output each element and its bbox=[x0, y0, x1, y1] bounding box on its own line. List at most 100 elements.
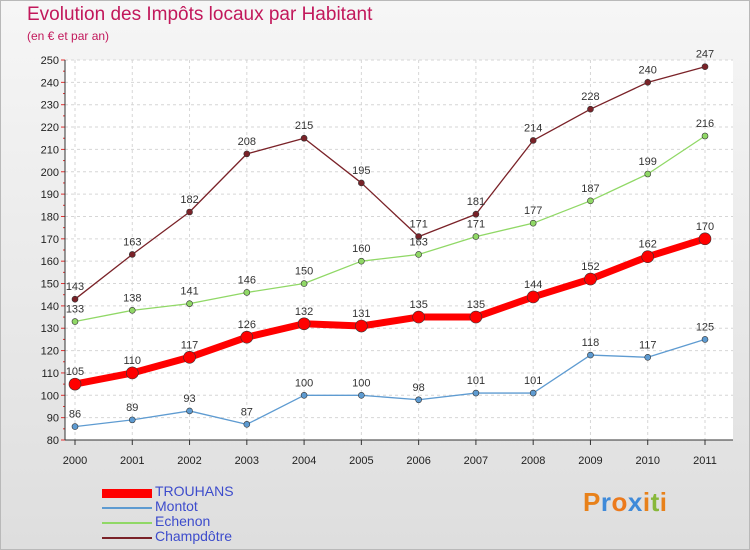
y-tick-label: 130 bbox=[41, 323, 59, 335]
data-label-trouhans: 135 bbox=[409, 299, 427, 311]
x-tick-label: 2003 bbox=[235, 455, 259, 467]
data-label-montot: 93 bbox=[183, 393, 195, 405]
data-label-champdotre: 214 bbox=[524, 122, 542, 134]
x-tick-label: 2002 bbox=[177, 455, 201, 467]
legend-label-montot: Montot bbox=[155, 498, 198, 514]
data-point-trouhans bbox=[355, 319, 368, 333]
y-tick-label: 140 bbox=[41, 301, 59, 313]
chart-title: Evolution des Impôts locaux par Habitant bbox=[27, 4, 373, 25]
data-point-montot bbox=[587, 351, 594, 359]
data-point-montot bbox=[71, 423, 79, 430]
y-tick-label: 210 bbox=[41, 144, 59, 156]
series-line-echenon bbox=[74, 135, 706, 323]
y-tick-label: 110 bbox=[41, 368, 59, 380]
data-label-montot: 101 bbox=[524, 375, 542, 387]
y-tick-label: 250 bbox=[41, 55, 59, 67]
data-point-trouhans bbox=[641, 250, 655, 264]
data-point-champdotre bbox=[300, 134, 308, 142]
data-label-montot: 118 bbox=[582, 337, 600, 349]
y-tick-label: 90 bbox=[47, 413, 59, 425]
y-tick-label: 200 bbox=[41, 167, 59, 179]
data-label-echenon: 187 bbox=[581, 183, 599, 195]
data-label-echenon: 160 bbox=[352, 243, 370, 255]
data-point-trouhans bbox=[125, 366, 139, 380]
x-tick-label: 2000 bbox=[63, 455, 87, 467]
x-tick-label: 2005 bbox=[349, 455, 373, 467]
data-point-montot bbox=[529, 389, 537, 397]
logo-letter: r bbox=[600, 487, 612, 517]
x-tick-label: 2009 bbox=[578, 455, 602, 467]
data-point-champdotre bbox=[186, 208, 193, 216]
data-label-trouhans: 162 bbox=[639, 239, 657, 251]
y-tick-label: 150 bbox=[41, 279, 59, 291]
logo-letter: x bbox=[627, 487, 643, 517]
y-tick-label: 160 bbox=[41, 256, 59, 268]
data-point-champdotre bbox=[587, 105, 594, 113]
data-label-montot: 100 bbox=[352, 377, 370, 389]
data-point-echenon bbox=[128, 307, 136, 314]
data-label-echenon: 199 bbox=[639, 156, 657, 168]
data-label-trouhans: 117 bbox=[181, 339, 199, 351]
data-label-trouhans: 110 bbox=[123, 355, 141, 367]
data-point-echenon bbox=[472, 233, 480, 240]
data-label-echenon: 177 bbox=[524, 205, 542, 217]
data-point-trouhans bbox=[68, 377, 82, 391]
data-point-champdotre bbox=[71, 295, 79, 303]
data-label-montot: 101 bbox=[467, 375, 485, 387]
data-label-trouhans: 132 bbox=[295, 306, 313, 318]
data-point-montot bbox=[358, 391, 365, 399]
logo-letter: t bbox=[650, 487, 660, 517]
proxiti-logo: Proxiti bbox=[583, 487, 667, 518]
data-label-champdotre: 247 bbox=[696, 49, 714, 61]
data-point-trouhans bbox=[297, 317, 311, 331]
data-point-echenon bbox=[644, 170, 652, 178]
data-label-echenon: 171 bbox=[467, 219, 485, 231]
data-point-echenon bbox=[415, 251, 422, 258]
x-tick-label: 2001 bbox=[120, 455, 144, 467]
data-label-trouhans: 135 bbox=[467, 299, 485, 311]
x-tick-label: 2011 bbox=[693, 455, 717, 467]
data-point-montot bbox=[243, 421, 251, 428]
y-tick-label: 220 bbox=[41, 122, 59, 134]
y-tick-label: 120 bbox=[41, 346, 59, 358]
x-tick-label: 2008 bbox=[521, 455, 545, 467]
data-label-montot: 89 bbox=[126, 402, 138, 414]
data-label-echenon: 150 bbox=[295, 266, 313, 278]
data-label-trouhans: 152 bbox=[581, 261, 599, 273]
legend-swatch-montot bbox=[102, 507, 152, 509]
data-point-trouhans bbox=[698, 232, 712, 246]
data-label-champdotre: 228 bbox=[581, 91, 599, 103]
data-label-champdotre: 182 bbox=[180, 194, 198, 206]
legend-label-champdotre: Champdôtre bbox=[155, 528, 233, 544]
data-point-trouhans bbox=[412, 310, 425, 324]
data-point-echenon bbox=[71, 318, 79, 325]
data-point-echenon bbox=[358, 257, 365, 265]
data-point-trouhans bbox=[584, 272, 597, 286]
data-label-champdotre: 181 bbox=[467, 196, 485, 208]
y-tick-label: 100 bbox=[41, 390, 59, 402]
data-point-echenon bbox=[186, 300, 193, 307]
logo-letter: i bbox=[642, 487, 651, 517]
plot-area bbox=[65, 60, 733, 440]
y-tick-label: 180 bbox=[41, 211, 59, 223]
data-point-champdotre bbox=[415, 233, 422, 240]
data-point-montot bbox=[300, 391, 308, 399]
data-label-champdotre: 208 bbox=[238, 136, 256, 148]
logo-letter: o bbox=[611, 487, 628, 517]
data-point-montot bbox=[472, 389, 480, 397]
data-label-champdotre: 215 bbox=[295, 120, 313, 132]
chart-subtitle: (en € et par an) bbox=[27, 29, 110, 43]
legend-swatch-echenon bbox=[102, 522, 152, 524]
data-point-echenon bbox=[243, 289, 251, 296]
series-line-montot bbox=[74, 338, 706, 428]
x-tick-label: 2007 bbox=[464, 455, 488, 467]
data-label-montot: 100 bbox=[295, 377, 313, 389]
data-point-montot bbox=[644, 353, 652, 361]
data-label-champdotre: 143 bbox=[66, 281, 84, 293]
data-label-champdotre: 171 bbox=[409, 219, 427, 231]
data-label-echenon: 138 bbox=[123, 292, 141, 304]
series-line-champdotre bbox=[74, 66, 706, 300]
x-tick-label: 2004 bbox=[292, 455, 316, 467]
data-label-echenon: 163 bbox=[409, 236, 427, 248]
